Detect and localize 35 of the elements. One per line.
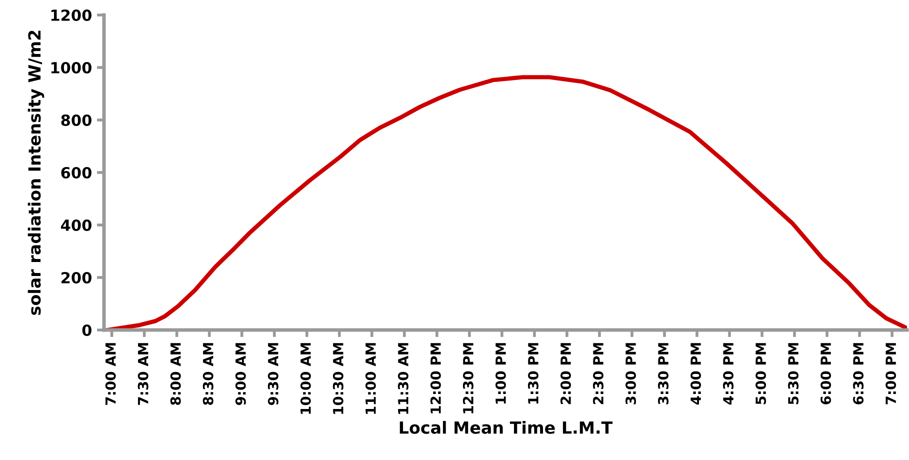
x-tick-label: 7:00 PM xyxy=(886,343,896,404)
x-tick-label: 5:30 PM xyxy=(788,343,799,404)
y-tick-label: 1200 xyxy=(51,9,92,22)
x-tick-label: 7:30 AM xyxy=(138,343,148,405)
x-tick-label: 1:30 PM xyxy=(528,343,538,404)
x-tick-label: 5:00 PM xyxy=(756,343,766,404)
x-tick-label: 3:00 PM xyxy=(625,343,636,404)
x-tick-label: 6:30 PM xyxy=(853,343,864,404)
y-axis-title: solar radiation Intensity W/m2 xyxy=(28,30,44,315)
x-tick-label: 3:30 PM xyxy=(658,343,669,404)
x-tick-label: 8:00 AM xyxy=(170,343,181,405)
y-tick-label: 400 xyxy=(60,219,92,232)
x-tick-label: 9:30 AM xyxy=(268,343,278,406)
y-tick-label: 200 xyxy=(62,272,92,284)
x-tick-label: 8:30 AM xyxy=(202,343,214,405)
x-axis-title: Local Mean Time L.M.T xyxy=(400,420,613,434)
x-tick-label: 9:00 AM xyxy=(235,343,246,406)
y-tick-label: 0 xyxy=(82,324,92,336)
y-tick-label: 600 xyxy=(61,166,92,179)
y-tick-label: 1000 xyxy=(51,62,92,74)
x-tick-label: 6:00 PM xyxy=(820,343,832,404)
x-tick-label: 11:00 AM xyxy=(365,343,376,414)
x-tick-label: 4:00 PM xyxy=(690,343,702,405)
line-series xyxy=(105,75,907,330)
x-tick-label: 12:00 PM xyxy=(430,343,441,414)
x-tick-label: 12:30 PM xyxy=(462,343,474,414)
x-tick-label: 1:00 PM xyxy=(495,343,506,404)
x-tick-label: 2:00 PM xyxy=(560,343,571,404)
x-tick-label: 7:00 AM xyxy=(105,343,116,405)
x-tick-label: 4:30 PM xyxy=(723,343,734,405)
x-tick-label: 11:30 AM xyxy=(398,343,408,414)
x-tick-label: 10:00 AM xyxy=(300,343,311,414)
y-tick-label: 800 xyxy=(61,114,92,126)
x-tick-label: 2:30 PM xyxy=(592,343,604,404)
x-tick-label: 10:30 AM xyxy=(332,343,344,414)
